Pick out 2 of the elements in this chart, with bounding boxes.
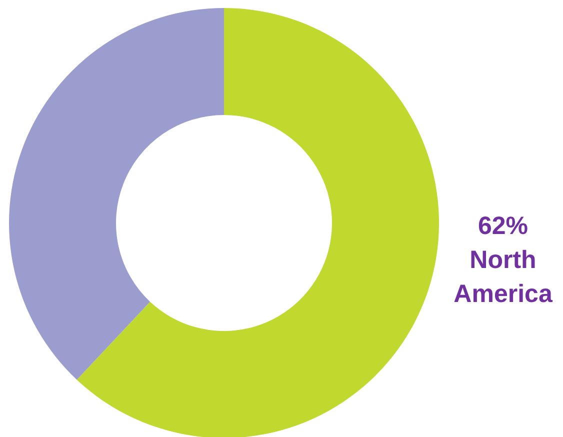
data-label: 62% [478,212,528,240]
slice-label: North America [454,246,554,308]
